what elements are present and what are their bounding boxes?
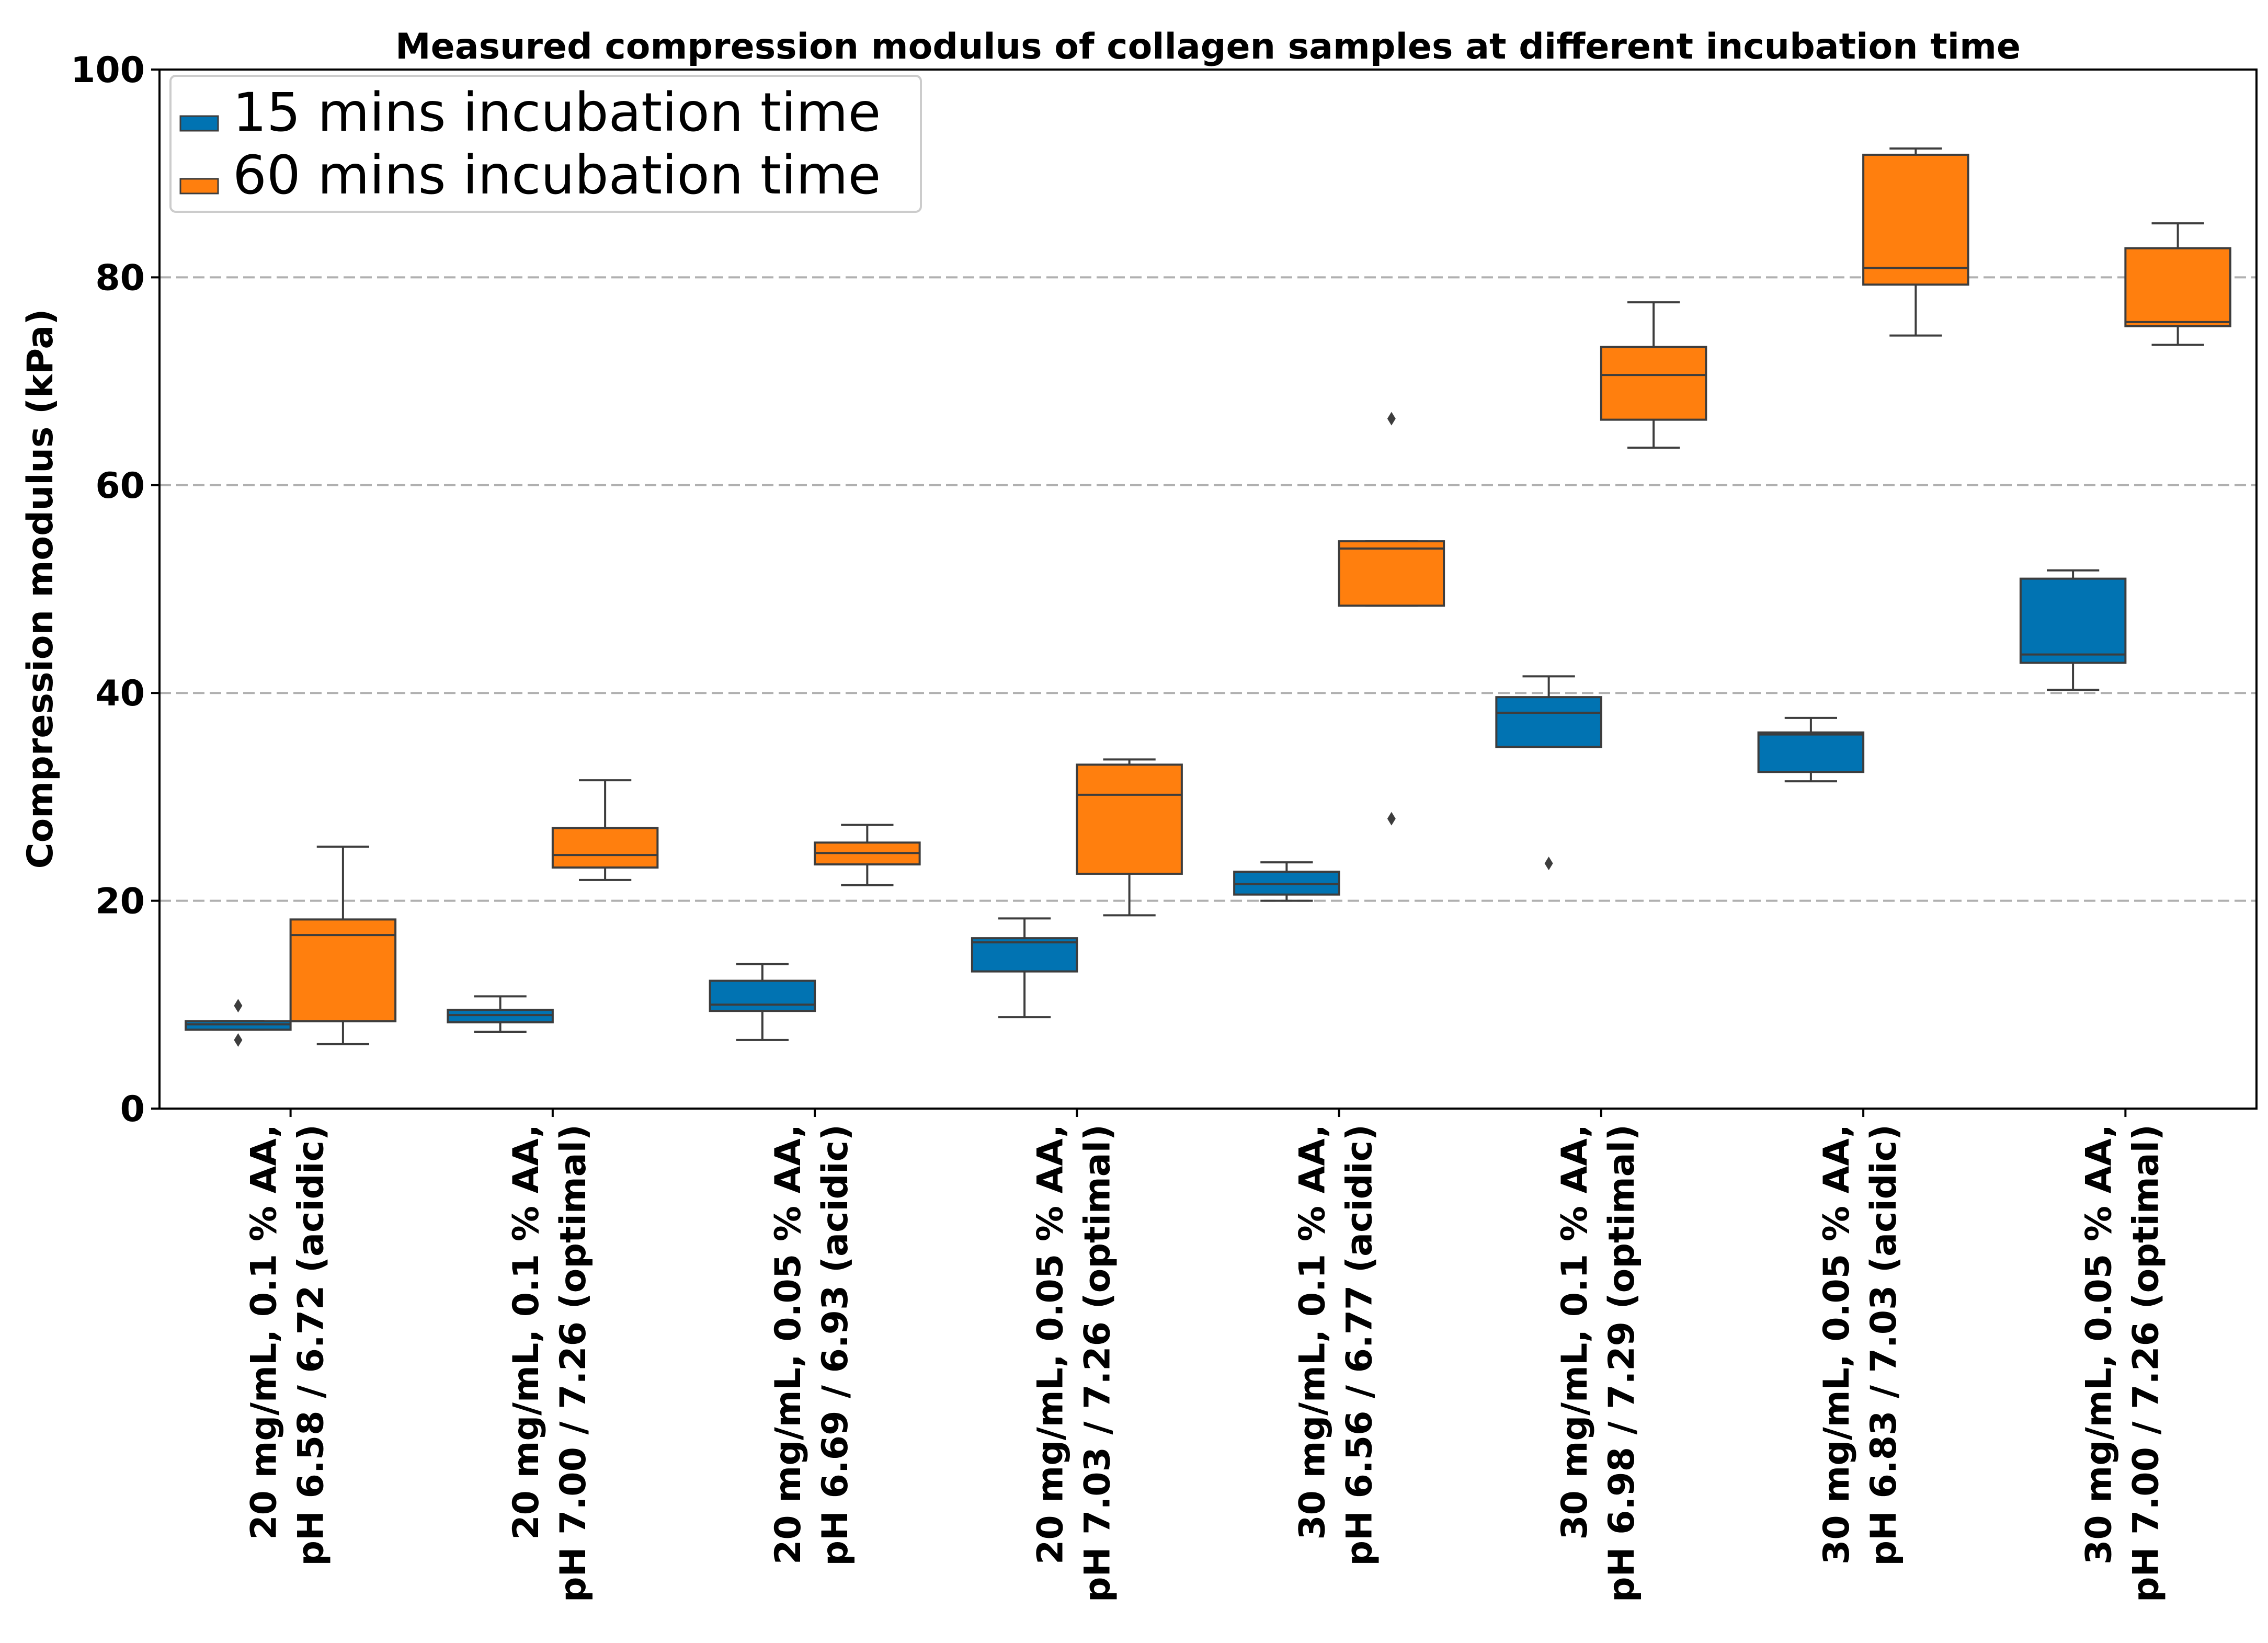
box-0-1 — [447, 995, 554, 1033]
outlier-point — [1544, 857, 1553, 871]
y-tick-label-80: 80 — [95, 257, 145, 299]
x-tick-label-0: 20 mg/mL, 0.1 % AA, pH 6.58 / 6.72 (acidi… — [244, 1124, 332, 1566]
x-tick-label-line: pH 6.98 / 7.29 (optimal) — [1601, 1124, 1643, 1602]
box-body — [971, 937, 1078, 973]
legend: 15 mins incubation time 60 mins incubati… — [169, 75, 922, 213]
box-1-6 — [1862, 147, 1969, 337]
legend-frame — [169, 75, 922, 213]
outlier-point — [1387, 412, 1396, 426]
box-0-4 — [1233, 861, 1340, 902]
box-body — [2124, 247, 2231, 327]
box-0-0 — [185, 999, 292, 1047]
box-0-7 — [2019, 569, 2127, 691]
x-tick-label-1: 20 mg/mL, 0.1 % AA, pH 7.00 / 7.26 (optim… — [506, 1124, 594, 1602]
x-tick-label-line: pH 7.00 / 7.26 (optimal) — [2125, 1124, 2167, 1602]
box-body — [1076, 763, 1183, 875]
box-body — [1862, 153, 1969, 286]
x-tick-label-line: pH 6.69 / 6.93 (acidic) — [815, 1124, 856, 1566]
x-tick-label-line: 30 mg/mL, 0.1 % AA, — [1554, 1124, 1595, 1540]
x-tick-label-5: 30 mg/mL, 0.1 % AA, pH 6.98 / 7.29 (optim… — [1554, 1124, 1643, 1602]
legend-label-15-mins: 15 mins incubation time — [233, 82, 881, 144]
y-axis-label: Compression modulus (kPa) — [20, 309, 61, 869]
x-tick-label-line: pH 7.03 / 7.26 (optimal) — [1077, 1124, 1118, 1602]
y-tick-label-40: 40 — [95, 673, 145, 714]
box-1-0 — [289, 846, 397, 1045]
box-0-3 — [971, 917, 1078, 1019]
box-1-5 — [1600, 301, 1707, 449]
box-1-4 — [1338, 412, 1445, 826]
outlier-point — [234, 1033, 243, 1047]
box-1-3 — [1076, 758, 1183, 917]
x-tick-label-7: 30 mg/mL, 0.05 % AA, pH 7.00 / 7.26 (opti… — [2078, 1124, 2167, 1602]
x-tick-label-6: 30 mg/mL, 0.05 % AA, pH 6.83 / 7.03 (acid… — [1816, 1124, 1905, 1566]
x-tick-label-2: 20 mg/mL, 0.05 % AA, pH 6.69 / 6.93 (acid… — [768, 1124, 856, 1566]
box-1-7 — [2124, 222, 2231, 346]
x-tick-label-4: 30 mg/mL, 0.1 % AA, pH 6.56 / 6.77 (acidi… — [1292, 1124, 1381, 1566]
box-body — [1495, 696, 1602, 748]
x-tick-label-line: 30 mg/mL, 0.05 % AA, — [1816, 1124, 1857, 1565]
box-body — [1338, 540, 1445, 607]
box-0-5 — [1495, 675, 1602, 871]
y-tick-label-0: 0 — [120, 1089, 145, 1130]
outlier-point — [234, 999, 243, 1013]
chart-title: Measured compression modulus of collagen… — [395, 26, 2021, 67]
box-body — [551, 827, 659, 869]
y-tick-label-100: 100 — [71, 50, 145, 91]
x-tick-label-line: 20 mg/mL, 0.05 % AA, — [1030, 1124, 1071, 1565]
x-tick-label-line: 20 mg/mL, 0.1 % AA, — [244, 1124, 285, 1540]
y-tick-label-20: 20 — [95, 881, 145, 922]
x-tick-label-line: 30 mg/mL, 0.05 % AA, — [2078, 1124, 2119, 1565]
box-body — [1757, 731, 1865, 773]
box-body — [289, 918, 397, 1023]
x-axis: 20 mg/mL, 0.1 % AA, pH 6.58 / 6.72 (acidi… — [244, 1109, 2167, 1602]
x-tick-label-line: pH 6.58 / 6.72 (acidic) — [291, 1124, 332, 1566]
outlier-point — [1387, 812, 1396, 826]
legend-swatch-15-mins — [179, 115, 219, 132]
box-0-2 — [709, 963, 816, 1041]
x-tick-label-3: 20 mg/mL, 0.05 % AA, pH 7.03 / 7.26 (opti… — [1030, 1124, 1118, 1602]
x-tick-label-line: 20 mg/mL, 0.1 % AA, — [506, 1124, 547, 1540]
box-body — [709, 979, 816, 1012]
plot-frame — [158, 69, 2258, 1110]
box-1-2 — [814, 824, 921, 886]
y-axis: 0 20 40 60 80 100 — [71, 50, 159, 1130]
legend-swatch-60-mins — [179, 178, 219, 195]
x-tick-label-line: pH 6.56 / 6.77 (acidic) — [1339, 1124, 1381, 1566]
legend-label-60-mins: 60 mins incubation time — [233, 144, 881, 207]
x-tick-label-line: 20 mg/mL, 0.05 % AA, — [768, 1124, 809, 1565]
y-tick-label-60: 60 — [95, 465, 145, 507]
x-tick-label-line: 30 mg/mL, 0.1 % AA, — [1292, 1124, 1334, 1540]
box-1-1 — [551, 779, 659, 881]
box-0-6 — [1757, 716, 1865, 783]
x-tick-label-line: pH 7.00 / 7.26 (optimal) — [553, 1124, 594, 1602]
box-series — [185, 147, 2231, 1047]
x-tick-label-line: pH 6.83 / 7.03 (acidic) — [1863, 1124, 1905, 1566]
box-body — [1600, 346, 1707, 421]
box-body — [2019, 577, 2127, 664]
